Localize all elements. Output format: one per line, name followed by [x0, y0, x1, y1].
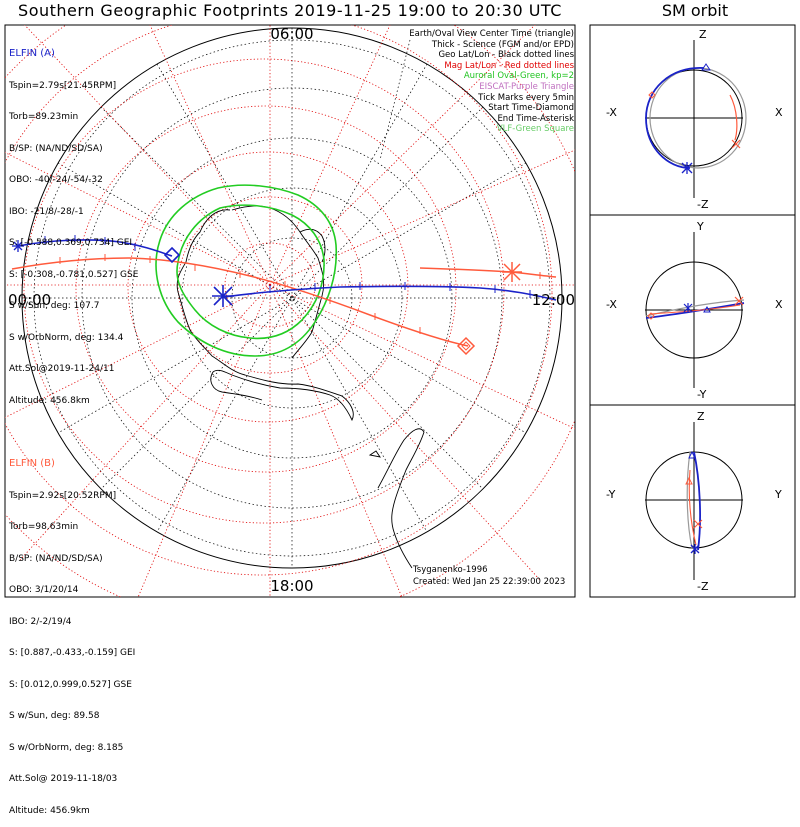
sm-axis-label: -X: [606, 106, 617, 119]
legend-item: Thick - Science (FGM and/or EPD): [431, 39, 574, 50]
elfin-a-line: OBO: -40/-24/-54/-32: [9, 175, 103, 185]
elfin-a-line: Altitude: 456.8km: [9, 395, 90, 406]
mlt-label-right: 12:00: [532, 291, 575, 309]
created-timestamp: Created: Wed Jan 25 22:39:00 2023: [413, 577, 566, 587]
legend-item: Auroral Oval-Green, kp=2: [463, 71, 574, 82]
mlt-label-bottom: 18:00: [270, 577, 313, 595]
sm-axis-label: Y: [696, 220, 704, 233]
elfin-a-line: Tspin=2.79s[21.45RPM]: [9, 80, 117, 91]
legend-item: Tick Marks every 5min: [478, 92, 574, 103]
elfin-a-name: ELFIN (A): [9, 48, 55, 59]
legend-item: EISCAT-Purple Triangle: [479, 81, 574, 92]
elfin-a-start-diamond: [163, 246, 181, 264]
sm-axis-label: Z: [697, 410, 705, 423]
sm-axis-label: Z: [699, 28, 707, 41]
sm-axis-label: Y: [774, 488, 782, 501]
elfin-a-track: [12, 235, 557, 307]
legend-item: Start Time-Diamond: [488, 103, 574, 114]
sm-axis-label: X: [775, 298, 783, 311]
sm-axis-label: -Y: [606, 488, 616, 501]
elfin-a-line: Att.Sol@2019-11-24/11: [9, 364, 115, 374]
elfin-a-line: Torb=89.23min: [9, 112, 79, 122]
elfin-b-end-asterisk: [502, 262, 522, 282]
south-america-tip: [368, 428, 425, 569]
elfin-a-line: S: [-0.308,-0.781,0.527] GSE: [9, 269, 139, 280]
sm-orbit-title: SM orbit: [661, 1, 729, 20]
elfin-b-line: S: [0.887,-0.433,-0.159] GEI: [9, 648, 136, 658]
elfin-b-line: Att.Sol@ 2019-11-18/03: [9, 774, 118, 784]
legend-item: Mag Lat/Lon - Red dotted lines: [444, 60, 574, 71]
sm-axis-label: X: [775, 106, 783, 119]
elfin-b-line: B/SP: (NA/ND/SD/SA): [9, 553, 103, 564]
elfin-b-line: Tspin=2.92s[20.52RPM]: [9, 490, 117, 501]
sm-axis-label: -Y: [697, 388, 707, 401]
sm-panel-xz: Z -Z -X X: [606, 28, 783, 211]
elfin-a-line: S w/Sun, deg: 107.7: [9, 301, 100, 311]
sm-axis-label: -X: [606, 298, 617, 311]
elfin-b-start-diamond: [456, 336, 476, 356]
elfin-a-line: B/SP: (NA/ND/SD/SA): [9, 143, 103, 154]
elfin-b-line: S: [0.012,0.999,0.527] GSE: [9, 679, 132, 690]
elfin-b-line: Torb=98.63min: [9, 522, 79, 532]
legend: Earth/Oval View Center Time (triangle) T…: [409, 29, 574, 135]
plot-title: Southern Geographic Footprints 2019-11-2…: [18, 1, 562, 20]
elfin-a-line: IBO: -21/8/-28/-1: [9, 206, 84, 217]
elfin-b-track: [11, 254, 557, 356]
elfin-b-line: S w/OrbNorm, deg: 8.185: [9, 742, 124, 753]
elfin-b-line: S w/Sun, deg: 89.58: [9, 711, 100, 721]
elfin-b-line: IBO: 2/-2/19/4: [9, 616, 72, 627]
legend-item: Earth/Oval View Center Time (triangle): [409, 29, 574, 39]
elfin-a-info: ELFIN (A) Tspin=2.79s[21.45RPM] Torb=89.…: [9, 28, 138, 417]
elfin-a-line: S w/OrbNorm, deg: 134.4: [9, 332, 124, 343]
sm-panel-yz: Z -Z -Y Y: [606, 410, 782, 593]
mlt-label-top: 06:00: [270, 25, 313, 43]
sm-axis-label: -Z: [697, 580, 709, 593]
sm-panel-xy: Y -Y -X X: [606, 220, 783, 401]
sm-panel-frame: [589, 24, 796, 216]
model-credit: Tsyganenko-1996: [413, 565, 488, 575]
elfin-a-end-asterisk: [212, 285, 234, 307]
sm-panel-frame: [589, 404, 796, 598]
legend-item: Geo Lat/Lon - Black dotted lines: [438, 50, 574, 61]
footprint-polar-plot: 06:00 00:00 12:00 18:00: [4, 24, 576, 598]
main-plot-frame: [4, 24, 576, 598]
legend-item: End Time-Asterisk: [497, 113, 574, 124]
legend-item: VLF-Green Square: [496, 124, 574, 135]
elfin-b-name: ELFIN (B): [9, 458, 55, 469]
sm-axis-label: -Z: [697, 198, 709, 211]
elfin-b-line: OBO: 3/1/20/14: [9, 585, 79, 595]
elfin-b-line: Altitude: 456.9km: [9, 805, 90, 816]
elfin-a-line: S: [-0.588,0.369,0.734] GEI: [9, 238, 133, 248]
mlt-label-left: 00:00: [8, 291, 51, 309]
sm-orbit-panels: Z -Z -X X Y -Y -X X: [589, 24, 796, 598]
